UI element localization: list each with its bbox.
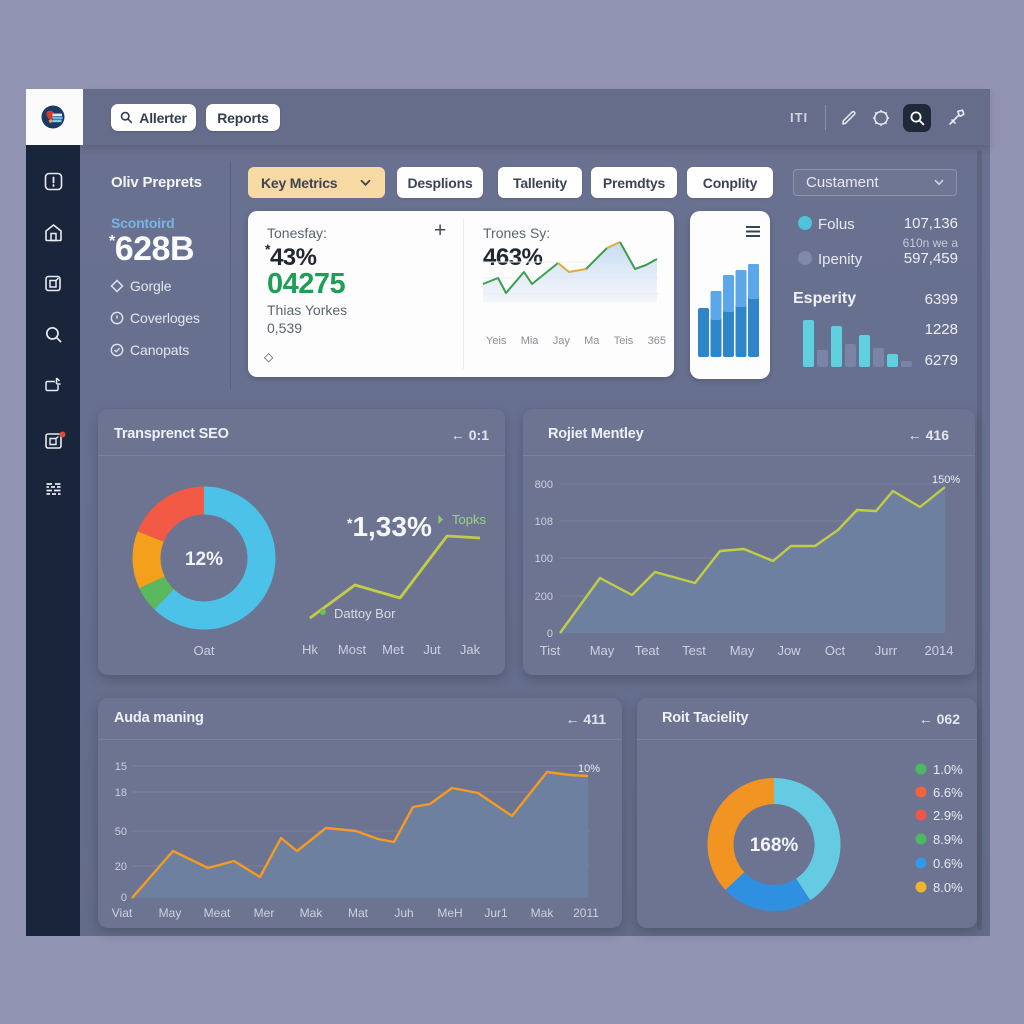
svg-text:Teat: Teat bbox=[635, 643, 660, 658]
svg-text:Mer: Mer bbox=[254, 906, 275, 920]
svg-text:200: 200 bbox=[535, 591, 553, 603]
svg-text:Oat: Oat bbox=[194, 643, 215, 658]
svg-text:Most: Most bbox=[338, 642, 367, 657]
svg-text:Jur1: Jur1 bbox=[484, 906, 508, 920]
svg-text:Jow: Jow bbox=[777, 643, 801, 658]
svg-text:0: 0 bbox=[547, 628, 553, 640]
svg-text:Hk: Hk bbox=[302, 642, 318, 657]
svg-text:Viat: Viat bbox=[112, 906, 133, 920]
svg-text:18: 18 bbox=[115, 787, 127, 799]
svg-text:0: 0 bbox=[121, 892, 127, 904]
svg-text:Met: Met bbox=[382, 642, 404, 657]
svg-text:50: 50 bbox=[115, 826, 127, 838]
svg-text:Test: Test bbox=[682, 643, 706, 658]
svg-text:8.9%: 8.9% bbox=[933, 832, 963, 847]
svg-text:12%: 12% bbox=[185, 549, 223, 570]
svg-text:May: May bbox=[159, 906, 182, 920]
svg-text:150%: 150% bbox=[932, 474, 960, 486]
svg-text:Dattoy Bor: Dattoy Bor bbox=[334, 606, 396, 621]
svg-text:2014: 2014 bbox=[925, 643, 954, 658]
svg-text:20: 20 bbox=[115, 861, 127, 873]
svg-text:May: May bbox=[590, 643, 615, 658]
svg-text:Topks: Topks bbox=[452, 512, 486, 527]
svg-text:10%: 10% bbox=[578, 763, 600, 775]
svg-text:Jut: Jut bbox=[423, 642, 441, 657]
svg-text:15: 15 bbox=[115, 761, 127, 773]
svg-text:Meat: Meat bbox=[204, 906, 231, 920]
svg-text:Jurr: Jurr bbox=[875, 643, 898, 658]
svg-text:Mak: Mak bbox=[531, 906, 555, 920]
svg-text:Mak: Mak bbox=[300, 906, 324, 920]
svg-text:108: 108 bbox=[535, 516, 553, 528]
svg-text:6.6%: 6.6% bbox=[933, 785, 963, 800]
svg-text:2011: 2011 bbox=[573, 906, 599, 920]
svg-text:Oct: Oct bbox=[825, 643, 846, 658]
svg-text:168%: 168% bbox=[750, 835, 799, 856]
svg-text:Jak: Jak bbox=[460, 642, 481, 657]
svg-text:2.9%: 2.9% bbox=[933, 808, 963, 823]
svg-text:8.0%: 8.0% bbox=[933, 880, 963, 895]
svg-text:May: May bbox=[730, 643, 755, 658]
svg-text:⏵: ⏵ bbox=[437, 512, 444, 527]
svg-text:1.0%: 1.0% bbox=[933, 762, 963, 777]
svg-text:Tist: Tist bbox=[540, 643, 561, 658]
svg-text:MeH: MeH bbox=[437, 906, 462, 920]
svg-text:Juh: Juh bbox=[394, 906, 413, 920]
svg-text:Mat: Mat bbox=[348, 906, 369, 920]
svg-text:0.6%: 0.6% bbox=[933, 856, 963, 871]
svg-text:100: 100 bbox=[535, 553, 553, 565]
svg-text:800: 800 bbox=[535, 479, 553, 491]
svg-text:*1,33%: *1,33% bbox=[347, 511, 432, 542]
